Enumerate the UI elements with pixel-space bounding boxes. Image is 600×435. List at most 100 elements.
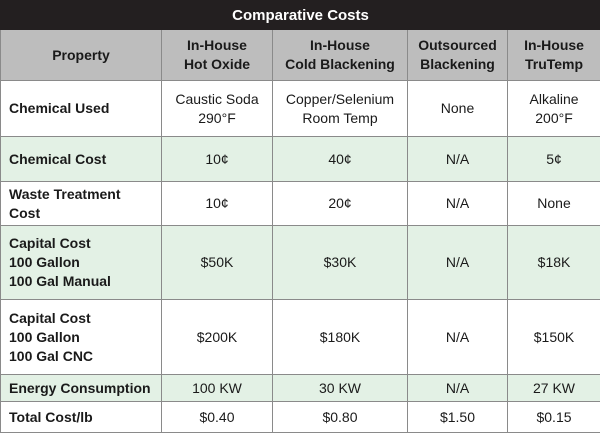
cell-line: $1.50 — [439, 408, 476, 425]
row-label-line: Energy Consumption — [9, 379, 151, 396]
row-label: Capital Cost 100 Gallon 100 Gal CNC — [0, 299, 162, 375]
cell-line: $30K — [323, 254, 357, 270]
column-header-line: In-House — [310, 37, 370, 53]
table-cell: $180K — [272, 299, 408, 375]
row-label-line: 100 Gal Manual — [9, 273, 111, 289]
row-label: Chemical Cost — [0, 136, 162, 182]
table-row: Energy Consumption 100 KW 30 KW N/A 27 KW — [0, 374, 600, 402]
table-row: Capital Cost 100 Gallon 100 Gal Manual $50K… — [0, 225, 600, 300]
cell-line: Room Temp — [302, 109, 378, 126]
cell-line: 10¢ — [205, 195, 229, 211]
table-cell: None — [506, 181, 600, 226]
row-label-line: 100 Gal CNC — [9, 347, 94, 364]
table-row: Total Cost/lb $0.40 $0.80 $1.50 $0.15 — [0, 401, 600, 433]
row-label-line: 100 Gallon — [9, 254, 80, 270]
column-header-line: Cold Blackening — [285, 56, 395, 72]
table-cell: 30 KW — [272, 374, 408, 402]
table-row: Chemical Used Caustic Soda 290°F Copper/Sel… — [0, 80, 600, 137]
column-header-property: Property — [0, 29, 162, 81]
table-cell: $0.15 — [506, 401, 600, 433]
cell-line: 30 KW — [318, 379, 361, 396]
title-row: Comparative Costs — [0, 0, 600, 30]
column-header-trutemp: In-House TruTemp — [506, 29, 600, 81]
cell-line: N/A — [445, 379, 470, 396]
cell-line: $18K — [537, 254, 571, 270]
table-cell: $50K — [161, 225, 273, 300]
table-cell: Alkaline 200°F — [506, 80, 600, 137]
cell-line: $50K — [200, 254, 234, 270]
column-header-line: Property — [52, 46, 110, 63]
cell-line: Copper/Selenium — [285, 90, 395, 107]
cell-line: 100 KW — [192, 379, 242, 396]
table-cell: None — [407, 80, 508, 137]
cell-line: 10¢ — [205, 150, 229, 167]
row-label-line: Capital Cost — [9, 235, 91, 251]
table-cell: 10¢ — [161, 181, 273, 226]
table-cell: $0.80 — [272, 401, 408, 433]
cell-line: $0.80 — [322, 408, 358, 425]
table-cell: $18K — [506, 225, 600, 300]
table-row: Waste Treatment Cost 10¢ 20¢ N/A None — [0, 181, 600, 226]
column-header-line: Blackening — [420, 56, 495, 72]
cell-line: $180K — [319, 328, 361, 345]
table-body: Chemical Used Caustic Soda 290°F Copper/Sel… — [0, 80, 600, 433]
cell-line: N/A — [445, 195, 470, 211]
table-cell: $200K — [161, 299, 273, 375]
cell-line: None — [537, 195, 571, 211]
cell-line: 27 KW — [533, 379, 576, 396]
row-label-line: Waste Treatment Cost — [9, 185, 121, 221]
row-label-line: Total Cost/lb — [9, 408, 93, 425]
cell-line: 200°F — [535, 109, 573, 126]
row-label: Waste Treatment Cost — [0, 181, 162, 226]
column-header-outsourced: Outsourced Blackening — [407, 29, 508, 81]
cell-line: N/A — [445, 150, 470, 167]
table-cell: N/A — [407, 136, 508, 182]
row-label: Chemical Used — [0, 80, 162, 137]
cell-line: Alkaline — [529, 90, 579, 107]
table-cell: $0.40 — [161, 401, 273, 433]
table-cell: N/A — [407, 374, 508, 402]
row-label-line: Capital Cost — [9, 309, 91, 326]
table-title: Comparative Costs — [0, 0, 600, 30]
table-cell: 27 KW — [506, 374, 600, 402]
cell-line: None — [440, 100, 475, 116]
table-cell: N/A — [407, 225, 508, 300]
row-label: Capital Cost 100 Gallon 100 Gal Manual — [0, 225, 162, 300]
cell-line: 20¢ — [328, 195, 352, 211]
table-cell: 10¢ — [161, 136, 273, 182]
cell-line: Caustic Soda — [175, 90, 259, 107]
cell-line: $0.40 — [199, 408, 235, 425]
cell-line: $0.15 — [536, 408, 572, 425]
table-cell: N/A — [407, 299, 508, 375]
row-label: Total Cost/lb — [0, 401, 162, 433]
table-cell: $1.50 — [407, 401, 508, 433]
table-row: Chemical Cost 10¢ 40¢ N/A 5¢ — [0, 136, 600, 182]
table-cell: $150K — [506, 299, 600, 375]
table-cell: 5¢ — [506, 136, 600, 182]
cell-line: 5¢ — [546, 150, 562, 167]
cell-line: $150K — [533, 328, 575, 345]
table-cell: Caustic Soda 290°F — [161, 80, 273, 137]
row-label-line: 100 Gallon — [9, 328, 80, 345]
cell-line: 290°F — [198, 109, 236, 126]
column-header-line: In-House — [187, 37, 247, 53]
row-label-line: Chemical Used — [9, 100, 110, 116]
header-row: Property In-House Hot Oxide In-House Col… — [0, 29, 600, 81]
table-cell: Copper/Selenium Room Temp — [272, 80, 408, 137]
column-header-hot-oxide: In-House Hot Oxide — [161, 29, 273, 81]
cell-line: N/A — [445, 254, 470, 270]
column-header-line: Hot Oxide — [183, 56, 251, 72]
table-cell: 20¢ — [272, 181, 408, 226]
table-cell: N/A — [407, 181, 508, 226]
table-row: Capital Cost 100 Gallon 100 Gal CNC $200K $1… — [0, 299, 600, 375]
cell-line: N/A — [445, 328, 470, 345]
column-header-line: In-House — [524, 37, 584, 53]
column-header-line: TruTemp — [524, 56, 584, 72]
row-label: Energy Consumption — [0, 374, 162, 402]
cell-line: $200K — [196, 328, 238, 345]
table-cell: $30K — [272, 225, 408, 300]
table-cell: 100 KW — [161, 374, 273, 402]
column-header-line: Outsourced — [418, 37, 497, 53]
cell-line: 40¢ — [328, 150, 352, 167]
